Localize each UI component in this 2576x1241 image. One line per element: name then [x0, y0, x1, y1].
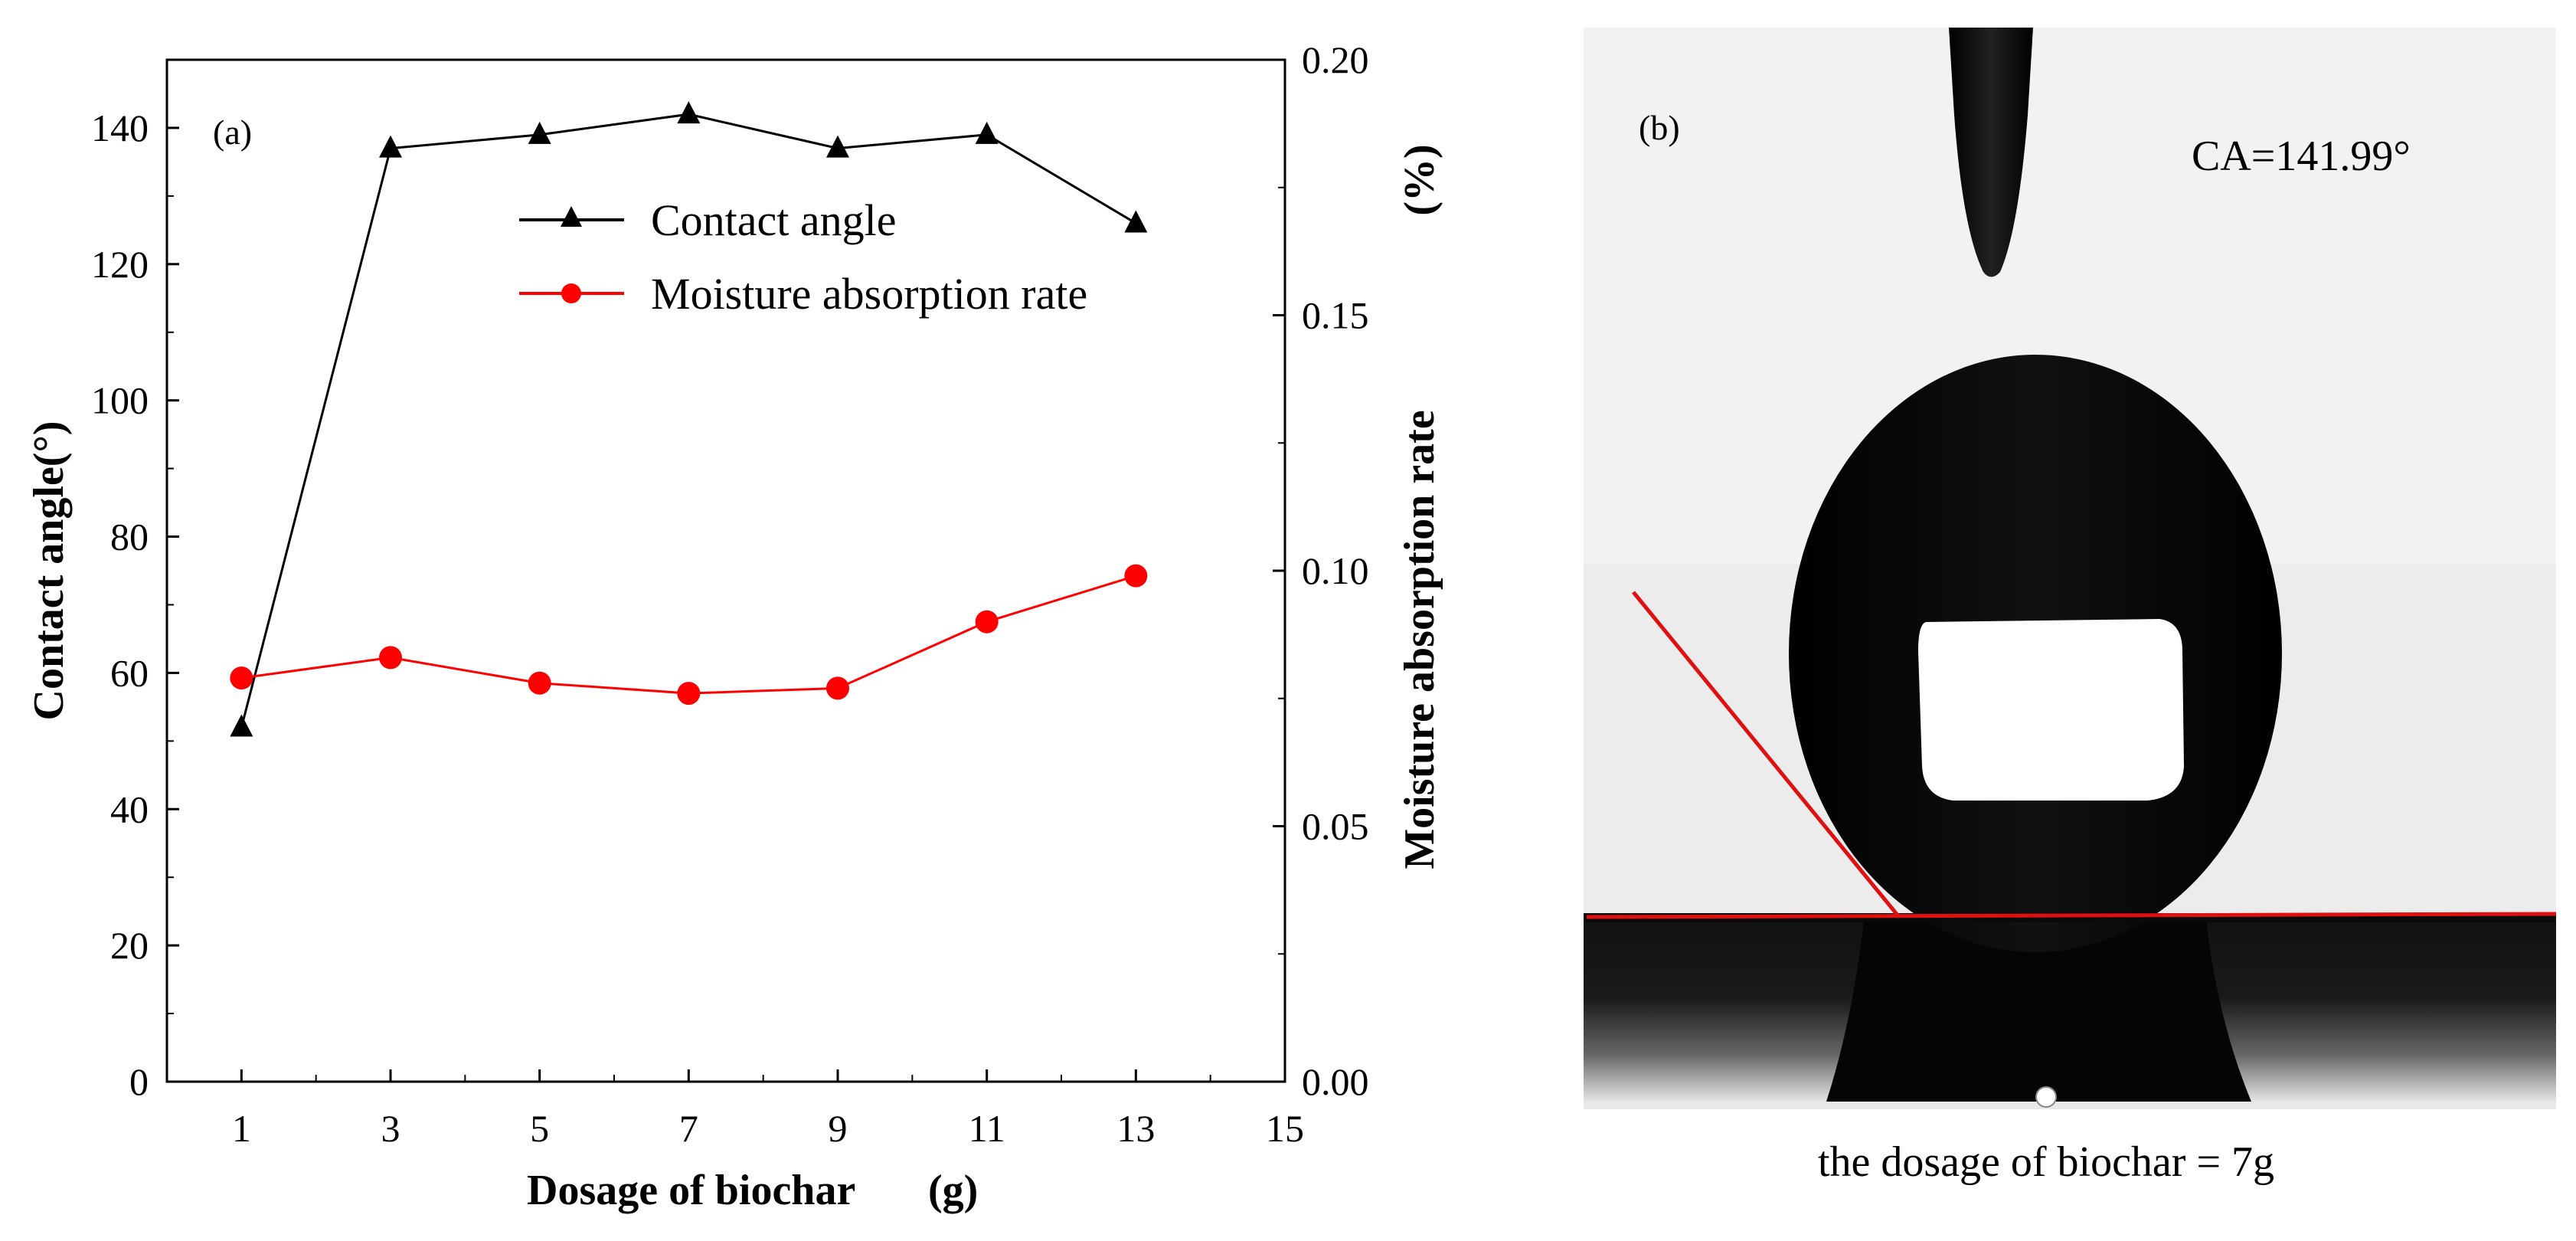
data-point-circle [528, 671, 551, 695]
baseline-red [1586, 912, 2557, 919]
right-y-axis-title: Moisture absorption rate [1396, 410, 1443, 869]
series-contact-angle [230, 101, 1148, 737]
x-axis-unit: (g) [928, 1167, 978, 1214]
contact-angle-photo: (b) CA=141.99° the dosage of biochar = 7… [1584, 28, 2557, 1186]
tangent-line-red [1632, 591, 1901, 918]
data-point-triangle [677, 101, 701, 124]
legend-label-moisture: Moisture absorption rate [651, 269, 1087, 319]
series-layer [230, 101, 1148, 737]
legend: Contact angle Moisture absorption rate [519, 195, 1087, 319]
right-y-tick-label: 0.20 [1302, 38, 1369, 81]
x-tick-label: 11 [969, 1107, 1005, 1150]
left-y-axis-title: Contact angle(°) [25, 421, 73, 721]
x-tick-label: 9 [829, 1107, 848, 1150]
substrate-marker-dot [2035, 1086, 2057, 1108]
panel-label-b: (b) [1639, 108, 1680, 147]
data-point-circle [826, 676, 849, 700]
data-point-circle [975, 610, 999, 634]
left-y-tick-label: 60 [110, 651, 149, 694]
left-y-tick-label: 120 [91, 243, 149, 286]
data-point-circle [230, 666, 253, 690]
left-y-tick-label: 40 [110, 787, 149, 830]
droplet-highlight [1918, 619, 2184, 801]
data-point-triangle [379, 135, 402, 158]
left-y-tick-label: 20 [110, 924, 149, 967]
x-tick-label: 1 [232, 1107, 251, 1150]
right-y-axis-tick-labels: 0.00 0.05 0.10 0.15 0.20 [1302, 38, 1369, 1103]
left-y-axis-tick-labels: 0 20 40 60 80 100 120 140 [91, 106, 149, 1103]
x-tick-label: 7 [679, 1107, 698, 1150]
x-axis-title: Dosage of biochar [527, 1167, 855, 1214]
left-y-tick-label: 0 [129, 1060, 149, 1103]
legend-label-contact-angle: Contact angle [651, 195, 897, 245]
data-point-triangle [1124, 210, 1148, 233]
x-tick-label: 3 [381, 1107, 400, 1150]
data-point-circle [379, 646, 402, 670]
x-tick-label: 13 [1116, 1107, 1155, 1150]
droplet-shadow [1826, 913, 2251, 1102]
data-point-circle [1124, 564, 1148, 588]
x-axis-ticks [240, 1069, 1286, 1082]
data-point-triangle [230, 714, 253, 737]
left-y-axis-ticks [167, 126, 179, 1083]
right-y-axis-ticks [1273, 58, 1285, 1083]
legend-marker-triangle [561, 206, 582, 227]
right-y-tick-label: 0.10 [1302, 549, 1369, 592]
data-point-circle [677, 682, 701, 706]
needle-shape [1949, 28, 2033, 277]
series-line [241, 575, 1136, 695]
legend-marker-circle [561, 283, 581, 303]
left-y-tick-label: 100 [91, 379, 149, 422]
photo-bottom-strip [1584, 1102, 2556, 1109]
right-y-tick-label: 0.15 [1302, 294, 1369, 337]
right-y-axis-unit: (%) [1396, 144, 1443, 215]
data-point-triangle [975, 121, 999, 144]
data-point-triangle [826, 135, 849, 158]
panel-label-a: (a) [213, 113, 252, 152]
x-axis-tick-labels: 1 3 5 7 9 11 13 15 [232, 1107, 1304, 1150]
left-y-tick-label: 80 [110, 516, 149, 558]
photo-caption: the dosage of biochar = 7g [1818, 1138, 2274, 1186]
series-moisture-absorption [230, 564, 1148, 706]
x-tick-label: 15 [1266, 1107, 1304, 1150]
right-y-tick-label: 0.00 [1302, 1060, 1369, 1103]
x-tick-label: 5 [530, 1107, 549, 1150]
data-point-triangle [528, 121, 551, 144]
left-y-tick-label: 140 [91, 106, 149, 149]
right-y-tick-label: 0.05 [1302, 805, 1369, 848]
contact-angle-value: CA=141.99° [2192, 133, 2411, 180]
